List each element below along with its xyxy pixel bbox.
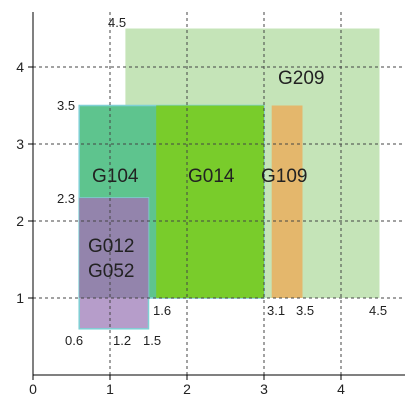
region-label-g012: G012 bbox=[88, 236, 134, 257]
grid-layer bbox=[33, 12, 405, 375]
x-tick-label-3: 3 bbox=[260, 381, 268, 397]
annotation-bottom-3-1: 3.1 bbox=[267, 303, 285, 318]
ticks-layer: 0 1 2 3 4 1 2 3 4 bbox=[16, 59, 345, 397]
annotation-left-3-5: 3.5 bbox=[57, 98, 75, 113]
y-tick-label-2: 2 bbox=[16, 213, 24, 229]
axes-layer bbox=[32, 12, 405, 376]
y-tick-label-3: 3 bbox=[16, 136, 24, 152]
annotation-bottom-1-5: 1.5 bbox=[143, 333, 161, 348]
x-tick-label-1: 1 bbox=[106, 381, 114, 397]
region-label-g209: G209 bbox=[278, 68, 324, 89]
region-g109 bbox=[271, 105, 303, 298]
annotation-bottom-1-6: 1.6 bbox=[153, 303, 171, 318]
region-label-g109: G109 bbox=[261, 166, 307, 187]
region-labels-layer: G209 G104 G014 G109 G012 G052 bbox=[88, 68, 324, 282]
region-label-g052: G052 bbox=[88, 261, 134, 282]
annotation-bottom-3-5: 3.5 bbox=[296, 303, 314, 318]
region-g014 bbox=[156, 105, 264, 298]
annotation-bottom-1-2: 1.2 bbox=[113, 333, 131, 348]
annotation-bottom-4-5: 4.5 bbox=[369, 303, 387, 318]
x-tick-label-0: 0 bbox=[29, 381, 37, 397]
regions-layer bbox=[78, 28, 380, 330]
region-label-g104: G104 bbox=[92, 166, 139, 187]
annotation-bottom-0-6: 0.6 bbox=[65, 333, 83, 348]
y-tick-label-4: 4 bbox=[16, 59, 24, 75]
x-tick-label-2: 2 bbox=[183, 381, 191, 397]
annotations-layer: 4.5 3.5 2.3 0.6 1.2 1.5 1.6 3.1 3.5 4.5 bbox=[57, 15, 387, 348]
y-tick-label-1: 1 bbox=[16, 290, 24, 306]
x-tick-label-4: 4 bbox=[337, 381, 345, 397]
region-label-g014: G014 bbox=[188, 166, 235, 187]
region-g052 bbox=[79, 197, 149, 298]
annotation-top-4-5: 4.5 bbox=[108, 15, 126, 30]
annotation-left-2-3: 2.3 bbox=[57, 191, 75, 206]
